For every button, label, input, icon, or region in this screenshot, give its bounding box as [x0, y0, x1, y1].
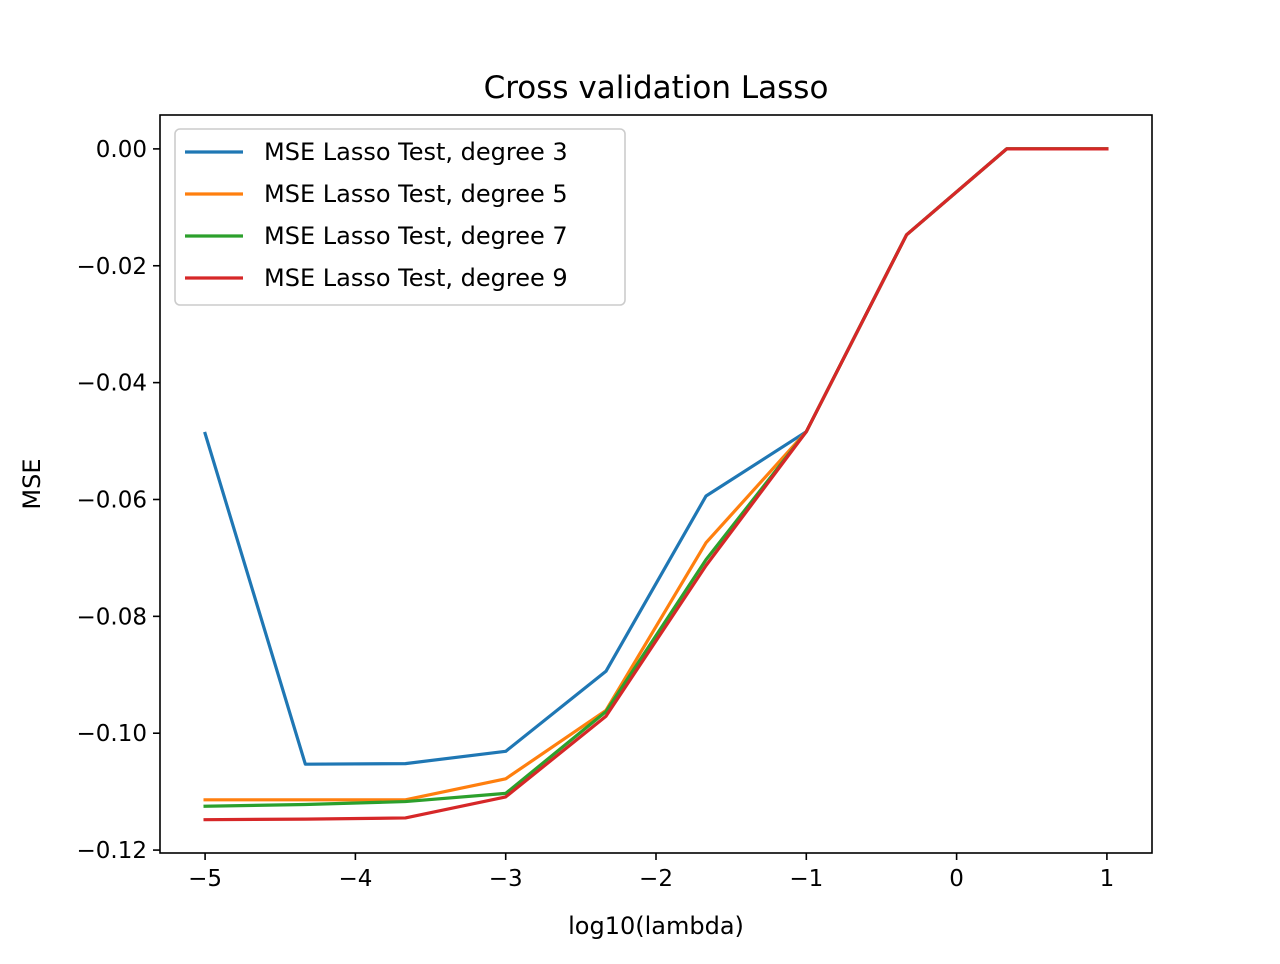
y-tick-label: −0.08	[77, 604, 147, 630]
y-axis-label: MSE	[18, 458, 46, 509]
x-tick-label: −2	[639, 866, 673, 892]
x-tick-label: 1	[1100, 866, 1115, 892]
legend: MSE Lasso Test, degree 3 MSE Lasso Test, …	[174, 128, 626, 306]
y-tick-label: 0.00	[96, 137, 147, 163]
y-axis-ticks: 0.00 −0.02 −0.04 −0.06 −0.08 −0.10 −0.12	[77, 137, 160, 864]
legend-box	[174, 128, 626, 306]
legend-items: MSE Lasso Test, degree 3 MSE Lasso Test, …	[185, 138, 568, 292]
x-tick-label: 0	[949, 866, 964, 892]
legend-label: MSE Lasso Test, degree 3	[264, 138, 568, 166]
legend-label: MSE Lasso Test, degree 9	[264, 264, 568, 292]
y-tick-label: −0.10	[77, 721, 147, 747]
x-axis-ticks: −5 −4 −3 −2 −1 0 1	[188, 853, 1114, 892]
x-tick-label: −4	[338, 866, 372, 892]
x-axis-label: log10(lambda)	[568, 912, 744, 940]
series-layer	[203, 147, 1109, 822]
x-tick-label: −1	[789, 866, 823, 892]
series-line-4	[203, 147, 1109, 822]
y-tick-label: −0.02	[77, 254, 147, 280]
x-tick-label: −5	[188, 866, 222, 892]
y-tick-label: −0.04	[77, 371, 147, 397]
y-tick-label: −0.06	[77, 487, 147, 513]
legend-label: MSE Lasso Test, degree 7	[264, 222, 568, 250]
x-tick-label: −3	[489, 866, 523, 892]
y-tick-label: −0.12	[77, 838, 147, 864]
chart-title: Cross validation Lasso	[484, 70, 829, 106]
legend-label: MSE Lasso Test, degree 5	[264, 180, 568, 208]
